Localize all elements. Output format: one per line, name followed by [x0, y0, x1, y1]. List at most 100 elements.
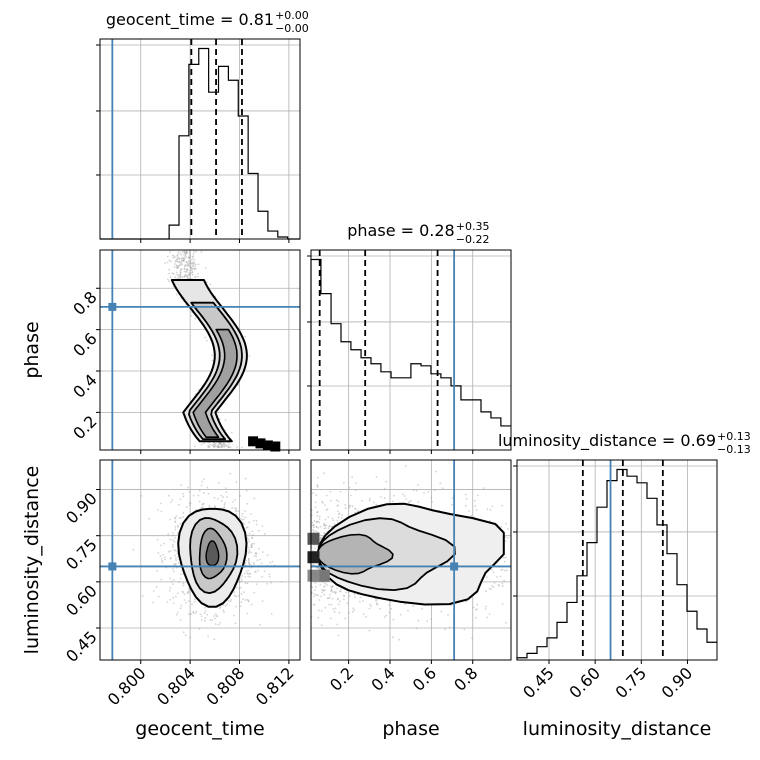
- sample-point: [195, 250, 197, 253]
- sample-point: [203, 492, 205, 494]
- sample-point: [181, 590, 184, 593]
- tick-label-phase: 0.4: [367, 663, 398, 694]
- sample-point: [323, 585, 326, 588]
- sample-point: [168, 259, 171, 262]
- sample-point: [261, 575, 264, 578]
- sample-point: [314, 506, 317, 508]
- sample-point: [247, 538, 250, 541]
- sample-point: [224, 445, 226, 448]
- tick-label-phase: 0.6: [69, 329, 100, 360]
- sample-point: [178, 258, 181, 260]
- sample-point: [331, 517, 334, 520]
- sample-point: [324, 504, 326, 506]
- sample-point: [177, 264, 180, 267]
- sample-point: [354, 489, 357, 492]
- sample-point: [499, 575, 502, 578]
- sample-point: [189, 259, 192, 262]
- sample-point: [246, 502, 249, 505]
- sample-point: [224, 487, 227, 489]
- sample-point: [392, 500, 394, 503]
- sample-point: [255, 520, 258, 522]
- sample-point: [492, 571, 495, 574]
- y-axis-label-luminosity_distance: luminosity_distance: [21, 466, 43, 655]
- sample-point: [185, 256, 188, 258]
- sample-point: [388, 611, 391, 614]
- sample-point: [501, 603, 504, 605]
- sample-point: [182, 516, 185, 518]
- sample-point: [349, 494, 352, 497]
- sample-point: [179, 271, 182, 274]
- sample-point: [253, 497, 256, 500]
- density-peak-cell: [262, 440, 273, 451]
- sample-point: [185, 271, 188, 273]
- sample-point: [217, 446, 219, 448]
- sample-point: [185, 264, 187, 267]
- sample-point: [255, 552, 258, 555]
- sample-point: [200, 251, 203, 253]
- sample-point: [339, 590, 341, 592]
- sample-point: [217, 623, 220, 626]
- sample-point: [248, 561, 251, 564]
- sample-point: [174, 528, 177, 531]
- sample-point: [496, 576, 498, 578]
- sample-point: [327, 527, 330, 529]
- sample-point: [218, 443, 220, 446]
- sample-point: [315, 494, 318, 496]
- sample-point: [354, 511, 357, 514]
- sample-point: [167, 494, 170, 497]
- sample-point: [323, 593, 326, 596]
- sample-point: [471, 637, 473, 640]
- sample-point: [484, 608, 487, 610]
- sample-point: [189, 265, 192, 268]
- sample-point: [191, 603, 193, 606]
- sample-point: [464, 493, 467, 496]
- sample-point: [451, 497, 454, 499]
- tick-label-luminosity_distance: 0.75: [612, 663, 651, 702]
- sample-point: [183, 256, 186, 258]
- sample-point: [415, 627, 418, 630]
- sample-point: [175, 271, 178, 274]
- sample-point: [332, 608, 335, 610]
- sample-point: [311, 521, 314, 524]
- sample-point: [501, 568, 504, 571]
- sample-point: [440, 610, 443, 613]
- sample-point: [247, 558, 250, 561]
- sample-point: [185, 250, 188, 253]
- sample-point: [175, 264, 178, 267]
- sample-point: [180, 268, 183, 271]
- sample-point: [313, 595, 315, 597]
- sample-point: [187, 264, 190, 267]
- sample-point: [388, 604, 391, 607]
- sample-point: [259, 558, 261, 561]
- sample-point: [188, 587, 191, 590]
- sample-point: [227, 446, 230, 449]
- sample-point: [160, 558, 163, 560]
- sample-point: [174, 537, 177, 539]
- sample-point: [331, 585, 334, 588]
- sample-point: [170, 501, 172, 504]
- sample-point: [189, 266, 192, 269]
- sample-point: [185, 270, 188, 273]
- sample-point: [314, 501, 317, 504]
- tick-label-luminosity_distance: 0.60: [62, 581, 101, 620]
- sample-point: [482, 487, 485, 489]
- sample-point: [177, 526, 180, 528]
- sample-point: [235, 509, 238, 512]
- sample-point: [179, 269, 182, 272]
- sample-point: [344, 504, 347, 506]
- sample-point: [194, 265, 196, 268]
- sample-point: [166, 255, 169, 258]
- sample-point: [184, 274, 187, 277]
- sample-point: [323, 522, 325, 525]
- sample-point: [261, 551, 264, 553]
- sample-point: [194, 600, 196, 603]
- sample-point: [340, 588, 343, 590]
- sample-point: [172, 539, 174, 541]
- sample-point: [177, 562, 180, 564]
- sample-point: [333, 610, 336, 613]
- sample-point: [314, 593, 316, 595]
- sample-point: [169, 538, 172, 541]
- sample-point: [250, 551, 253, 554]
- sample-point: [218, 411, 220, 414]
